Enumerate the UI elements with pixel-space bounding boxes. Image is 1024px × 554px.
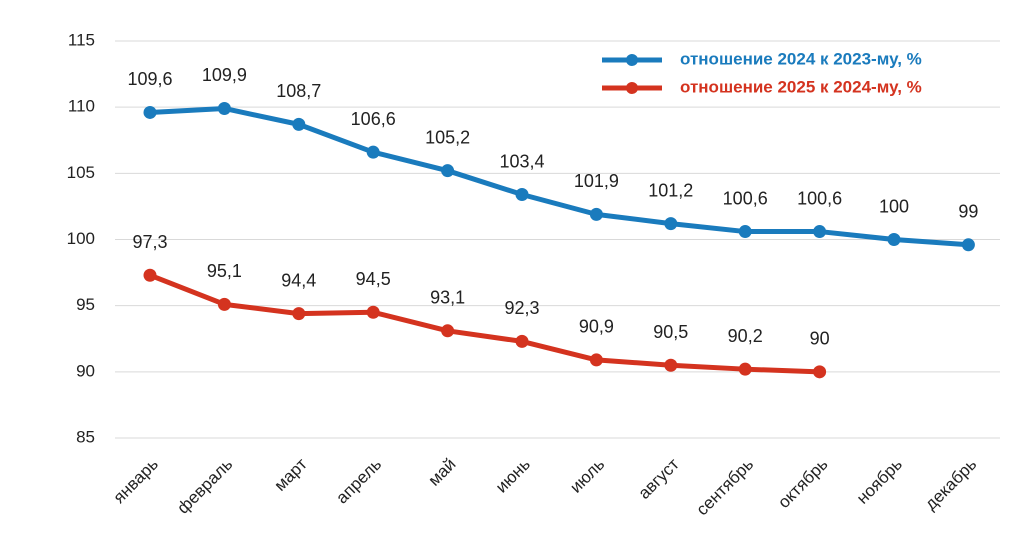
y-tick-label: 95 bbox=[76, 295, 95, 314]
x-tick-label: июль bbox=[566, 454, 608, 496]
data-point bbox=[813, 365, 827, 379]
x-tick-label: октябрь bbox=[774, 454, 831, 511]
x-tick-label: ноябрь bbox=[853, 454, 906, 507]
data-point bbox=[515, 188, 529, 202]
data-label: 106,6 bbox=[351, 109, 396, 129]
data-point bbox=[217, 297, 231, 311]
x-tick-label: апрель bbox=[332, 454, 385, 507]
data-point bbox=[441, 164, 455, 178]
data-label: 109,6 bbox=[127, 69, 172, 89]
series-line bbox=[149, 105, 969, 248]
x-tick-label: июнь bbox=[492, 454, 534, 496]
y-tick-label: 105 bbox=[67, 163, 95, 182]
data-label: 100,6 bbox=[797, 188, 842, 208]
data-point bbox=[664, 358, 678, 372]
x-tick-label: февраль bbox=[173, 454, 236, 517]
data-point bbox=[738, 225, 752, 239]
data-point bbox=[292, 307, 306, 321]
data-label: 103,4 bbox=[499, 151, 544, 171]
legend-marker bbox=[626, 82, 638, 94]
data-point bbox=[887, 233, 901, 246]
y-tick-label: 115 bbox=[68, 30, 95, 49]
y-tick-label: 110 bbox=[68, 97, 95, 116]
data-label: 101,2 bbox=[648, 180, 693, 200]
data-point bbox=[366, 145, 380, 159]
data-label: 93,1 bbox=[430, 288, 465, 308]
y-tick-label: 90 bbox=[76, 361, 95, 380]
data-label: 94,5 bbox=[356, 269, 391, 289]
legend-marker bbox=[626, 54, 638, 66]
data-label: 95,1 bbox=[207, 261, 242, 281]
x-tick-label: январь bbox=[110, 454, 163, 507]
data-label: 90,2 bbox=[728, 326, 763, 346]
data-label: 105,2 bbox=[425, 127, 470, 147]
legend-label: отношение 2025 к 2024-му, % bbox=[680, 77, 922, 96]
series-line bbox=[149, 272, 820, 375]
data-label: 109,9 bbox=[202, 65, 247, 85]
data-label: 90,5 bbox=[653, 322, 688, 342]
data-point bbox=[813, 225, 827, 239]
data-label: 94,4 bbox=[281, 270, 316, 290]
data-point bbox=[589, 207, 603, 221]
data-label: 108,7 bbox=[276, 81, 321, 101]
x-tick-label: август bbox=[635, 454, 683, 502]
data-label: 99 bbox=[958, 202, 978, 222]
data-point bbox=[143, 268, 157, 282]
data-label: 97,3 bbox=[132, 232, 167, 252]
x-tick-label: март bbox=[270, 454, 310, 494]
y-tick-label: 85 bbox=[76, 427, 95, 446]
data-label: 90 bbox=[810, 329, 830, 349]
data-point bbox=[664, 217, 678, 231]
data-label: 90,9 bbox=[579, 317, 614, 337]
data-point bbox=[217, 101, 231, 115]
data-point bbox=[143, 105, 157, 119]
data-point bbox=[738, 362, 752, 376]
data-label: 100,6 bbox=[723, 188, 768, 208]
x-tick-label: сентябрь bbox=[693, 454, 758, 519]
data-point bbox=[366, 305, 380, 319]
data-point bbox=[515, 334, 529, 348]
x-tick-label: май bbox=[424, 455, 459, 490]
data-label: 101,9 bbox=[574, 171, 619, 191]
data-label: 92,3 bbox=[504, 298, 539, 318]
data-point bbox=[961, 238, 975, 252]
data-point bbox=[441, 324, 455, 338]
data-point bbox=[589, 353, 603, 367]
data-label: 100 bbox=[879, 196, 909, 216]
legend-label: отношение 2024 к 2023-му, % bbox=[680, 49, 922, 68]
x-tick-label: декабрь bbox=[921, 454, 980, 513]
y-tick-label: 100 bbox=[67, 229, 95, 248]
data-point bbox=[292, 117, 306, 131]
